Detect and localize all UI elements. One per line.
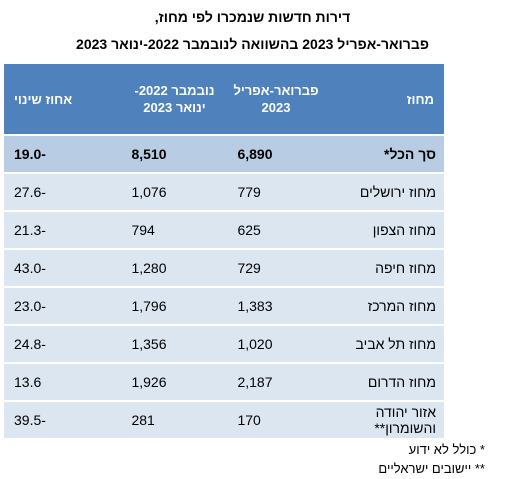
- districts-table: מחוז פברואר-אפריל 2023 נובמבר 2022-ינואר…: [4, 62, 444, 440]
- header-feb-apr-2023: פברואר-אפריל 2023: [227, 64, 325, 134]
- table-row: מחוז המרכז 1,383 1,796 -23.0: [4, 288, 444, 324]
- nov-jan-cell: 1,926: [121, 364, 228, 400]
- district-cell: מחוז חיפה: [324, 250, 444, 286]
- nov-jan-cell: 1,280: [121, 250, 228, 286]
- district-cell: מחוז ירושלים: [324, 174, 444, 210]
- table-row: סך הכל* 6,890 8,510 -19.0: [4, 136, 444, 172]
- footnotes: * כולל לא ידוע ** יישובים ישראליים: [378, 440, 485, 478]
- change-cell: -27.6: [4, 174, 122, 210]
- nov-jan-cell: 1,796: [121, 288, 228, 324]
- table-row: מחוז הדרום 2,187 1,926 13.6: [4, 364, 444, 400]
- district-cell: מחוז המרכז: [324, 288, 444, 324]
- feb-apr-cell: 2,187: [227, 364, 325, 400]
- nov-jan-cell: 794: [121, 212, 228, 248]
- district-cell: סך הכל*: [324, 136, 444, 172]
- change-cell: -39.5: [4, 402, 122, 438]
- table-row: אזור יהודה והשומרון** 170 281 -39.5: [4, 402, 444, 438]
- feb-apr-cell: 729: [227, 250, 325, 286]
- table-row: מחוז הצפון 625 794 -21.3: [4, 212, 444, 248]
- header-row: מחוז פברואר-אפריל 2023 נובמבר 2022-ינואר…: [4, 64, 444, 134]
- change-cell: 13.6: [4, 364, 122, 400]
- nov-jan-cell: 1,356: [121, 326, 228, 362]
- header-district: מחוז: [324, 64, 444, 134]
- table-row: מחוז ירושלים 779 1,076 -27.6: [4, 174, 444, 210]
- district-cell: אזור יהודה והשומרון**: [324, 402, 444, 438]
- footnote-unknown: * כולל לא ידוע: [408, 442, 485, 457]
- change-cell: -23.0: [4, 288, 122, 324]
- table-row: מחוז תל אביב 1,020 1,356 -24.8: [4, 326, 444, 362]
- feb-apr-cell: 779: [227, 174, 325, 210]
- nov-jan-cell: 281: [121, 402, 228, 438]
- table-title: דירות חדשות שנמכרו לפי מחוז,: [154, 9, 351, 25]
- feb-apr-cell: 1,383: [227, 288, 325, 324]
- district-cell: מחוז הדרום: [324, 364, 444, 400]
- nov-jan-cell: 1,076: [121, 174, 228, 210]
- header-nov-jan: נובמבר 2022-ינואר 2023: [121, 64, 228, 134]
- change-cell: -43.0: [4, 250, 122, 286]
- nov-jan-cell: 8,510: [121, 136, 228, 172]
- table-row: מחוז חיפה 729 1,280 -43.0: [4, 250, 444, 286]
- header-change-percent: אחוז שינוי: [4, 64, 122, 134]
- footnote-settlements: ** יישובים ישראליים: [378, 461, 485, 476]
- change-cell: -24.8: [4, 326, 122, 362]
- feb-apr-cell: 170: [227, 402, 325, 438]
- district-cell: מחוז הצפון: [324, 212, 444, 248]
- table-subtitle: פברואר-אפריל 2023 בהשוואה לנובמבר 2022-י…: [76, 36, 429, 52]
- district-cell: מחוז תל אביב: [324, 326, 444, 362]
- change-cell: -21.3: [4, 212, 122, 248]
- feb-apr-cell: 625: [227, 212, 325, 248]
- feb-apr-cell: 6,890: [227, 136, 325, 172]
- feb-apr-cell: 1,020: [227, 326, 325, 362]
- change-cell: -19.0: [4, 136, 122, 172]
